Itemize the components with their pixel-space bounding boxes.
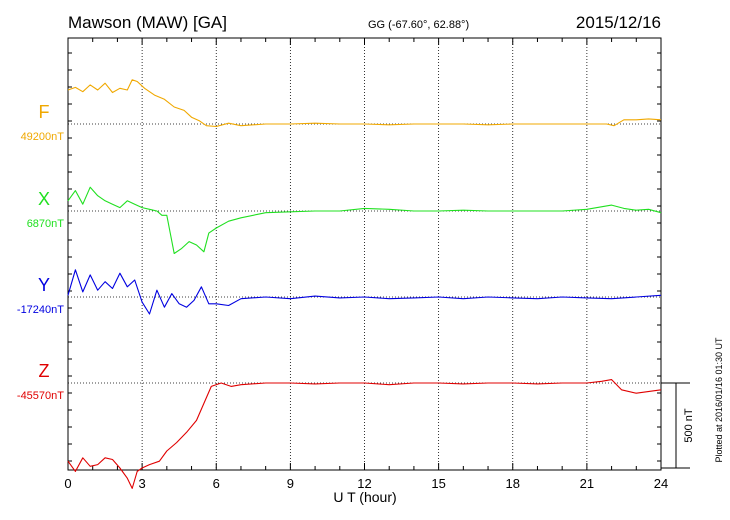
series-name-f: F xyxy=(39,102,50,122)
scale-bar-label: 500 nT xyxy=(683,408,695,443)
series-line-z xyxy=(67,379,662,489)
chart-subtitle: GG (-67.60°, 62.88°) xyxy=(368,19,469,31)
series-name-y: Y xyxy=(38,275,50,295)
x-tick-label: 9 xyxy=(287,476,294,491)
plotted-footnote: Plotted at 2016/01/16 01:30 UT xyxy=(714,337,724,463)
x-axis-label: U T (hour) xyxy=(333,489,396,505)
series-line-f xyxy=(67,79,662,128)
series-line-y xyxy=(67,269,662,315)
chart-date: 2015/12/16 xyxy=(576,13,661,32)
series-name-x: X xyxy=(38,189,50,209)
x-tick-label: 21 xyxy=(580,476,594,491)
x-tick-label: 3 xyxy=(139,476,146,491)
x-tick-label: 18 xyxy=(506,476,520,491)
x-tick-label: 24 xyxy=(654,476,668,491)
x-tick-label: 0 xyxy=(64,476,71,491)
series-baseline-label-y: -17240nT xyxy=(17,304,64,316)
series-line-x xyxy=(67,186,662,255)
x-tick-label: 6 xyxy=(213,476,220,491)
plot-area: 0 3 6 9 12 15 18 21 24 F 49200nT X 6870nT Y -17240nT Z -… xyxy=(17,37,695,491)
series-baseline-label-x: 6870nT xyxy=(27,218,65,230)
x-tick-label: 12 xyxy=(357,476,371,491)
series-name-z: Z xyxy=(39,361,50,381)
x-tick-label: 15 xyxy=(431,476,445,491)
series-baseline-label-f: 49200nT xyxy=(21,131,65,143)
chart-title: Mawson (MAW) [GA] xyxy=(68,13,227,32)
series-baseline-label-z: -45570nT xyxy=(17,390,64,402)
